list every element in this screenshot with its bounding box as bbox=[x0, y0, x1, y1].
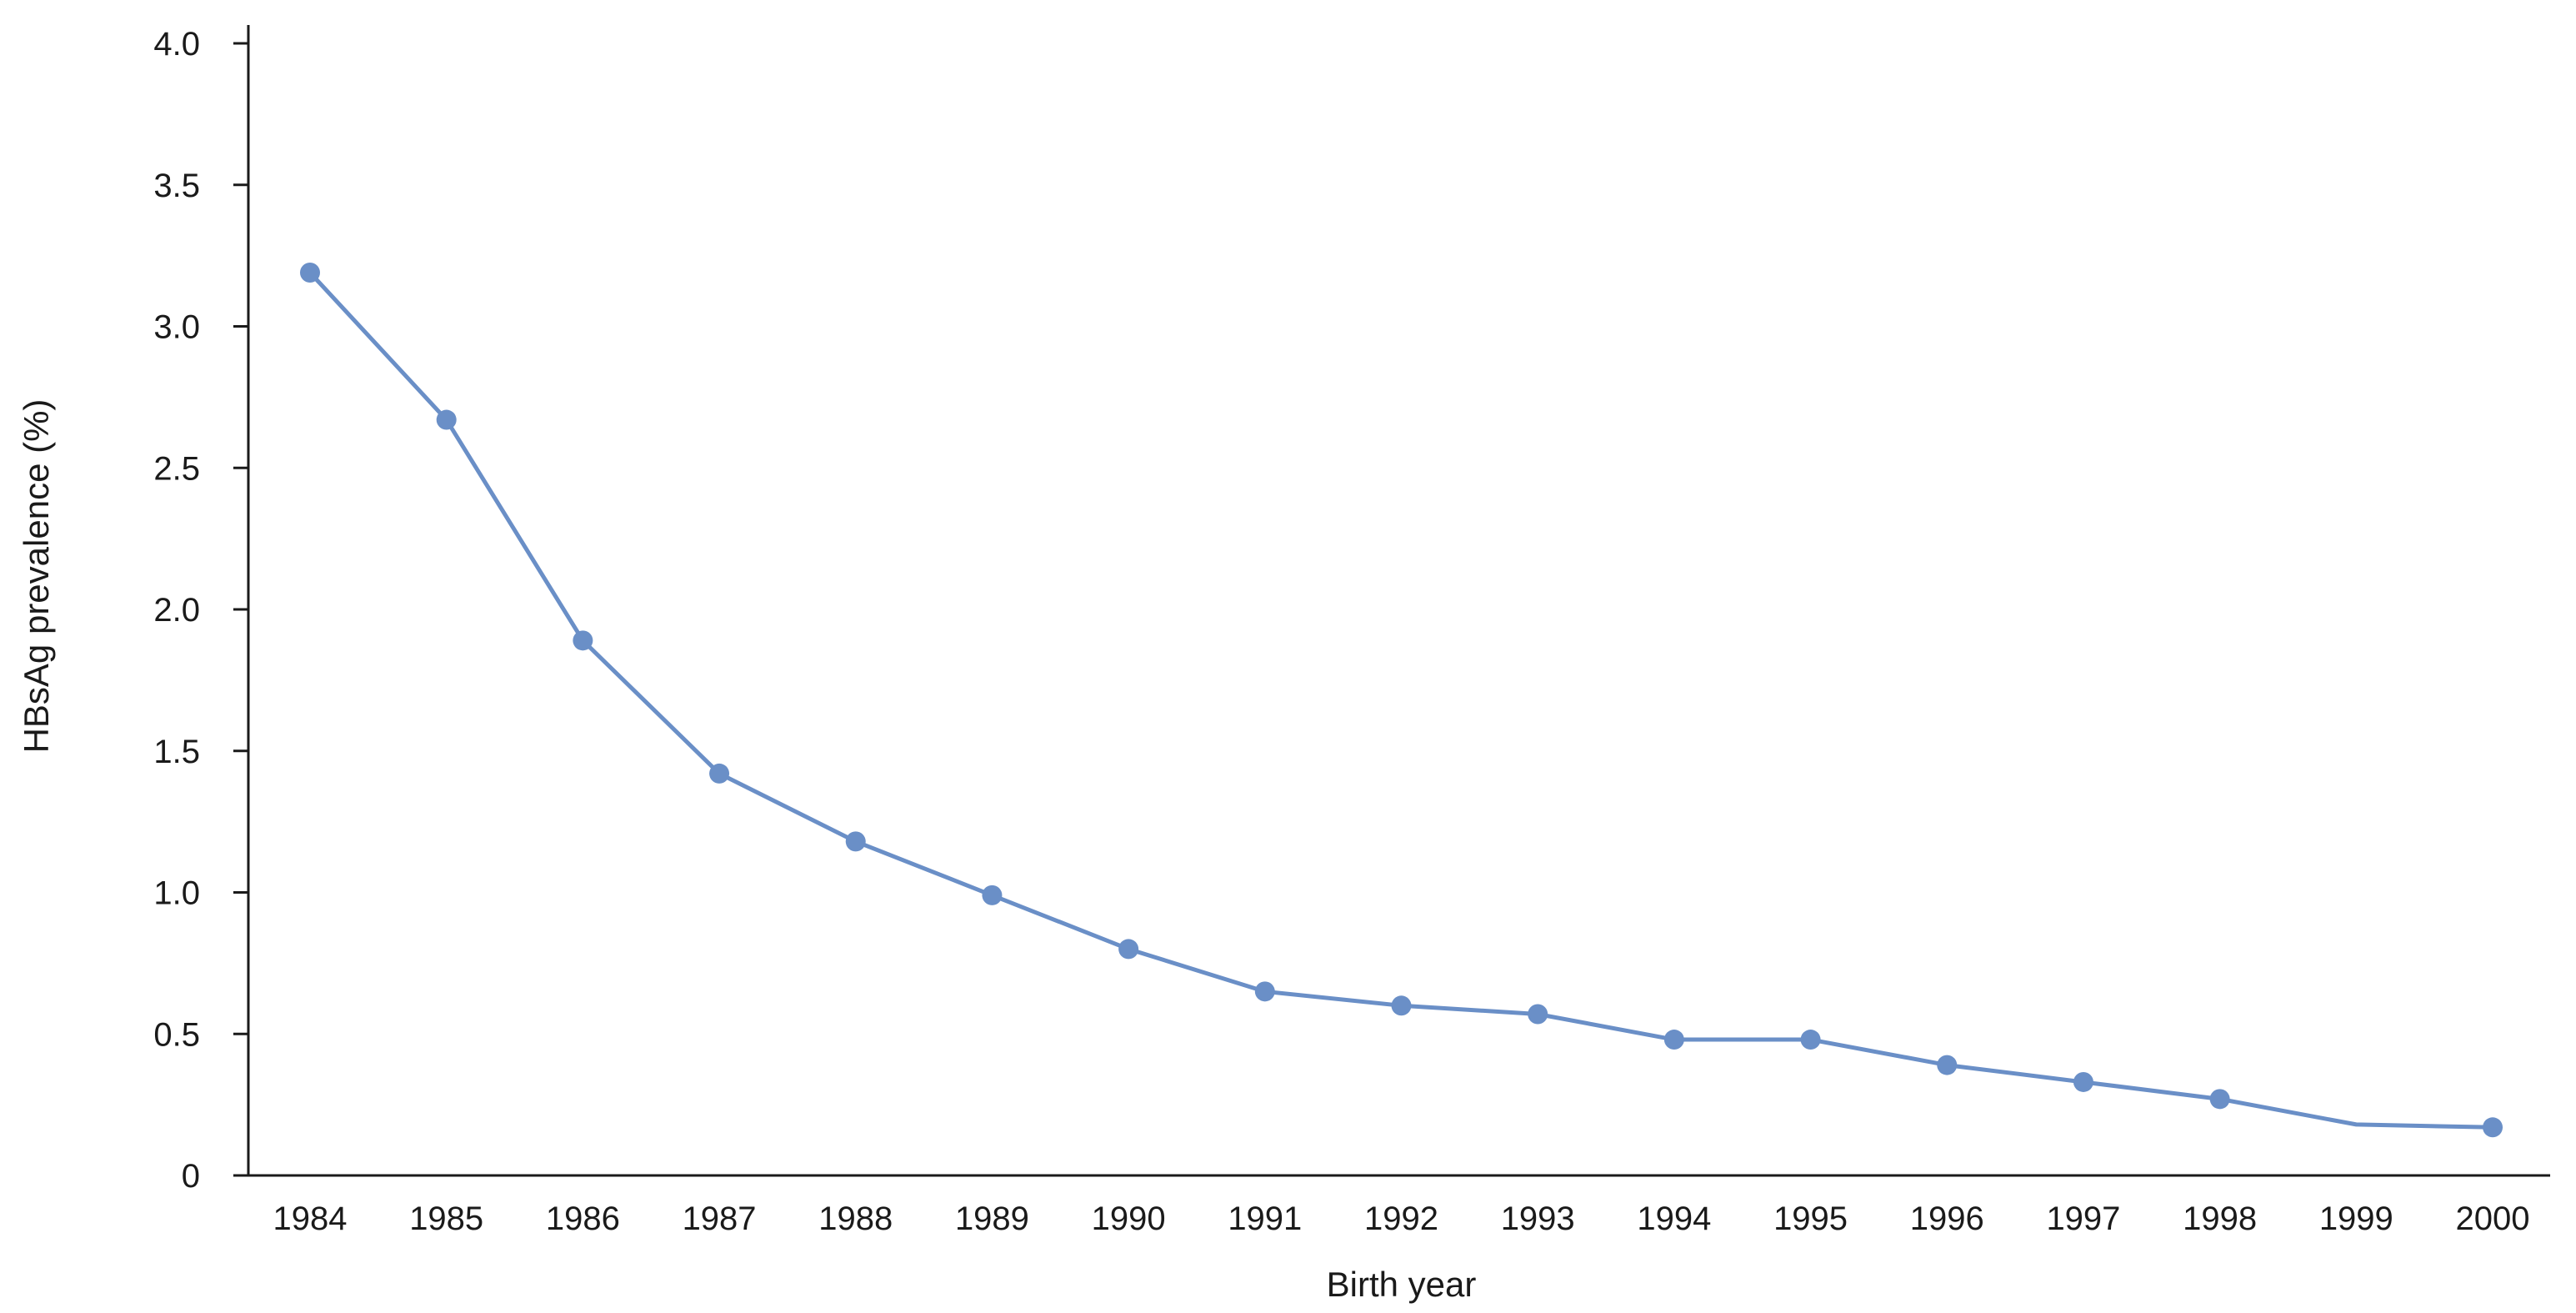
x-tick-label: 1998 bbox=[2183, 1200, 2257, 1237]
y-tick-label: 3.5 bbox=[153, 168, 200, 204]
x-tick-label: 1999 bbox=[2319, 1200, 2393, 1237]
data-point bbox=[573, 630, 593, 651]
series-layer bbox=[300, 262, 2503, 1138]
data-point bbox=[2209, 1089, 2230, 1110]
data-point bbox=[300, 262, 320, 283]
data-point bbox=[1663, 1030, 1684, 1050]
x-tick-label: 1990 bbox=[1092, 1200, 1166, 1237]
x-tick-label: 1992 bbox=[1364, 1200, 1438, 1237]
y-tick-label: 4.0 bbox=[153, 26, 200, 63]
data-point bbox=[982, 885, 1003, 905]
x-tick-label: 1991 bbox=[1228, 1200, 1302, 1237]
x-tick-label: 1993 bbox=[1501, 1200, 1575, 1237]
y-axis: 0 0.5 1.0 1.5 2.0 2.5 3.0 3.5 4.0 bbox=[153, 25, 250, 1195]
data-point bbox=[845, 831, 866, 852]
x-tick-label: 1987 bbox=[683, 1200, 757, 1237]
y-tick-label: 2.5 bbox=[153, 450, 200, 487]
x-tick-label: 1989 bbox=[955, 1200, 1029, 1237]
y-tick-label: 0.5 bbox=[153, 1016, 200, 1053]
y-tick-label: 2.0 bbox=[153, 592, 200, 629]
y-axis-title: HBsAg prevalence (%) bbox=[17, 399, 56, 754]
x-tick-label: 1984 bbox=[273, 1200, 348, 1237]
data-point bbox=[436, 409, 457, 430]
x-tick-label: 1985 bbox=[409, 1200, 483, 1237]
x-tick-label: 1995 bbox=[1773, 1200, 1848, 1237]
x-tick-label: 1986 bbox=[546, 1200, 620, 1237]
x-tick-label: 1994 bbox=[1637, 1200, 1711, 1237]
data-point bbox=[1937, 1055, 1958, 1075]
x-axis: 1984 1985 1986 1987 1988 1989 1990 1991 1992 1993… bbox=[248, 1174, 2550, 1237]
data-point bbox=[1254, 981, 1275, 1002]
data-point bbox=[1800, 1030, 1821, 1050]
data-point bbox=[2073, 1071, 2093, 1092]
x-axis-title: Birth year bbox=[1327, 1265, 1477, 1304]
y-tick-label: 1.0 bbox=[153, 875, 200, 912]
x-tick-label: 1997 bbox=[2046, 1200, 2120, 1237]
y-tick-label: 0 bbox=[182, 1158, 200, 1195]
x-tick-label: 2000 bbox=[2456, 1200, 2530, 1237]
data-point bbox=[2483, 1117, 2503, 1138]
data-point bbox=[1118, 939, 1139, 960]
y-tick-label: 3.0 bbox=[153, 309, 200, 346]
x-tick-label: 1996 bbox=[1910, 1200, 1984, 1237]
data-point bbox=[1391, 995, 1412, 1016]
y-tick-label: 1.5 bbox=[153, 734, 200, 770]
x-tick-label: 1988 bbox=[818, 1200, 893, 1237]
data-point bbox=[1528, 1004, 1548, 1025]
data-point bbox=[709, 763, 730, 784]
